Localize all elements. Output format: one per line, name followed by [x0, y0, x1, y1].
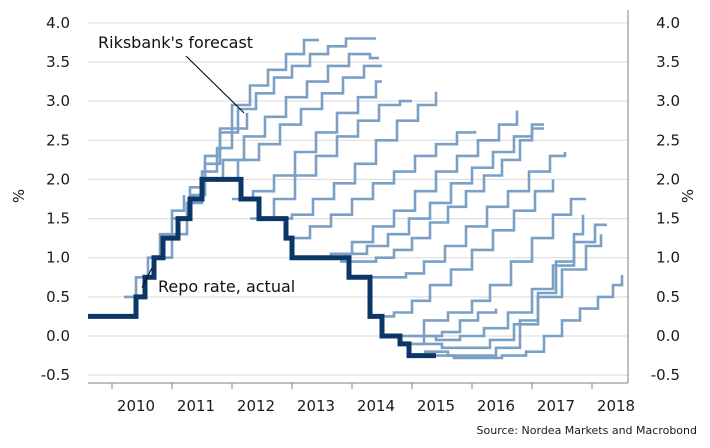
y-tick-label-right: 1.5 [656, 210, 680, 228]
y-tick-label-right: 2.0 [656, 170, 680, 188]
series [88, 37, 624, 360]
x-tick-label: 2017 [537, 397, 575, 415]
y-axis-title-right: % [679, 189, 697, 203]
y-tick-label-left: 2.5 [46, 131, 70, 149]
forecast-series-line [325, 123, 544, 259]
y-tick-label-left: 3.0 [46, 92, 70, 110]
forecast-series-line [310, 110, 519, 259]
forecast-series-line [403, 308, 498, 346]
x-tick-label: 2015 [417, 397, 455, 415]
actual-series-line [88, 176, 436, 359]
forecast-series-line [202, 52, 379, 181]
forecast-series-line [376, 179, 555, 318]
forecast-series-line [220, 64, 382, 181]
forecast-series-line [370, 152, 567, 279]
x-tick-label: 2013 [297, 397, 335, 415]
x-tick-label: 2016 [477, 397, 515, 415]
x-tick-label: 2010 [117, 397, 155, 415]
forecast-series-line [190, 37, 376, 197]
y-tick-label-right: 0.5 [656, 288, 680, 306]
forecast-series-line [424, 214, 585, 357]
forecast-annotation: Riksbank's forecast [98, 33, 253, 52]
forecast-series-line [418, 234, 603, 350]
labels: 4.0 4.0 3.5 3.5 3.0 3.0 2.5 2.5 2.0 2.0 1.5 1.5 1.0 1… [41, 14, 680, 415]
y-tick-label-right: 1.0 [656, 249, 680, 267]
y-tick-label-left: 1.5 [46, 210, 70, 228]
y-tick-label-right: 0.0 [656, 327, 680, 345]
forecast-annotation-leader [185, 55, 245, 114]
y-tick-label-left: 0.0 [46, 327, 70, 345]
y-axis-title-left: % [10, 189, 28, 203]
y-tick-label-right: 2.5 [656, 131, 680, 149]
forecast-series-line [289, 130, 477, 240]
y-tick-label-left: 3.5 [46, 53, 70, 71]
y-tick-label-left: -0.5 [41, 366, 70, 384]
forecast-series-line [250, 99, 412, 220]
x-tick-label: 2012 [237, 397, 275, 415]
y-tick-label-right: -0.5 [651, 366, 680, 384]
axes [88, 10, 629, 389]
forecast-series-line [268, 91, 438, 220]
actual-annotation-leader [141, 267, 153, 288]
y-tick-label-right: 3.5 [656, 53, 680, 71]
y-tick-label-left: 1.0 [46, 249, 70, 267]
forecast-series-line [340, 127, 544, 263]
forecast-series-line [433, 274, 624, 360]
actual-annotation: Repo rate, actual [158, 277, 295, 296]
y-tick-label-left: 2.0 [46, 170, 70, 188]
y-tick-label-right: 4.0 [656, 14, 680, 32]
x-tick-label: 2014 [357, 397, 395, 415]
forecast-series-line [400, 197, 586, 338]
source-note: Source: Nordea Markets and Macrobond [477, 424, 697, 437]
forecast-series-line [232, 80, 382, 201]
y-tick-label-left: 4.0 [46, 14, 70, 32]
forecast-series-line [409, 223, 607, 342]
y-tick-label-right: 3.0 [656, 92, 680, 110]
x-tick-label: 2018 [597, 397, 635, 415]
x-tick-label: 2011 [177, 397, 215, 415]
y-tick-label-left: 0.5 [46, 288, 70, 306]
